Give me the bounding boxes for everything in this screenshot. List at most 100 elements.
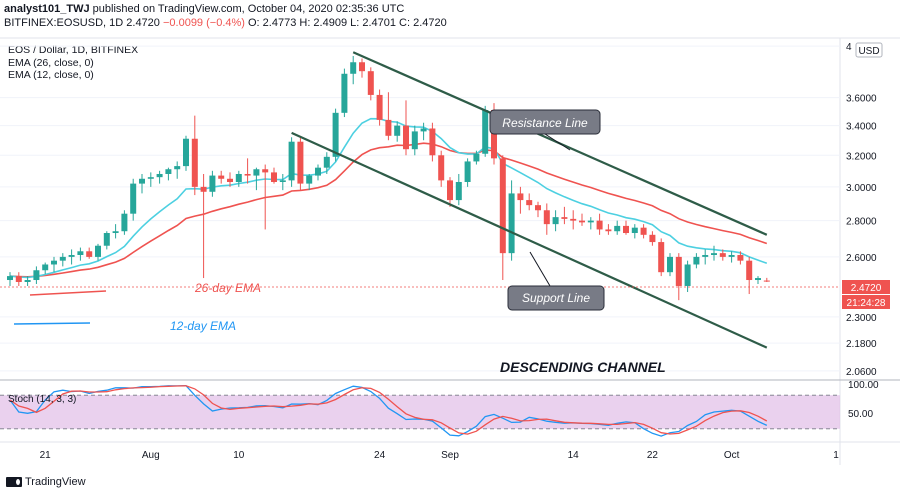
candle-body xyxy=(279,180,286,182)
candle xyxy=(235,170,242,187)
support-callout[interactable] xyxy=(507,285,605,311)
ema-lines xyxy=(9,117,768,279)
legend-ema26[interactable]: EMA (26, close, 0) xyxy=(8,56,94,69)
candle xyxy=(455,173,462,206)
candle-body xyxy=(684,264,691,286)
candle-body xyxy=(623,225,629,234)
candle-body xyxy=(376,94,383,120)
tradingview-logo[interactable]: TradingView xyxy=(6,476,86,488)
candle xyxy=(341,68,348,118)
price-axis[interactable]: 4 3.6000 3.4000 3.2000 3.0000 2.8000 2.6000 2.3… xyxy=(846,42,877,378)
candle xyxy=(570,210,577,230)
price-tick: 4 xyxy=(846,42,852,53)
candle-body xyxy=(561,217,568,219)
candle-body xyxy=(411,131,418,150)
resistance-callout[interactable] xyxy=(489,109,601,135)
candle xyxy=(702,249,709,265)
candle-body xyxy=(711,253,717,256)
candle xyxy=(139,173,145,194)
tradingview-icon xyxy=(6,477,22,487)
candle-body xyxy=(535,205,541,211)
candle xyxy=(306,173,313,191)
candle xyxy=(631,224,638,239)
candle xyxy=(403,100,409,156)
candle xyxy=(297,137,304,191)
candle xyxy=(376,89,383,126)
chart-legend: EOS / Dollar, 1D, BITFINEX EMA (26, clos… xyxy=(8,44,138,82)
candle xyxy=(499,155,506,281)
ema26-legend-stroke xyxy=(29,290,107,296)
candle xyxy=(323,152,330,174)
candle-body xyxy=(174,166,181,170)
candle-body xyxy=(658,242,665,273)
candle xyxy=(244,158,251,184)
candle xyxy=(112,224,119,239)
price-tick: 3.6000 xyxy=(846,94,877,105)
candle-body xyxy=(614,225,621,232)
stoch-d-line xyxy=(9,385,768,435)
time-tick: 1 xyxy=(833,450,839,461)
stoch-tick-100: 100.00 xyxy=(848,380,879,391)
stoch-tick-50: 50.00 xyxy=(848,409,873,420)
candle-body xyxy=(429,128,436,156)
ohlc-values: O: 2.4773 H: 2.4909 L: 2.4701 C: 2.4720 xyxy=(248,17,447,29)
candle-body xyxy=(649,234,656,243)
countdown-badge xyxy=(842,295,890,309)
candle xyxy=(728,251,735,263)
candle-body xyxy=(675,256,682,286)
candle-body xyxy=(420,128,427,132)
candle-body xyxy=(253,169,260,176)
candle xyxy=(315,164,321,181)
candle-body xyxy=(499,158,506,254)
ema12-annotation: 12-day EMA xyxy=(170,319,236,333)
candle xyxy=(24,276,31,286)
candle-body xyxy=(306,175,313,184)
support-pointer xyxy=(529,251,551,287)
candle-body xyxy=(693,256,700,265)
candle-body xyxy=(165,169,172,174)
ema26-line xyxy=(9,142,768,278)
candle xyxy=(482,105,489,157)
candle-body xyxy=(121,213,128,232)
support-label: Support Line xyxy=(522,291,590,305)
price-tick: 2.0600 xyxy=(846,367,877,378)
candle-body xyxy=(103,233,110,246)
candle xyxy=(517,186,524,214)
last-price-tag: 2.4720 xyxy=(851,283,882,294)
candle-body xyxy=(332,112,339,157)
currency-label: USD xyxy=(858,46,879,57)
time-tick: 22 xyxy=(647,450,659,461)
currency-badge[interactable] xyxy=(855,42,883,58)
support-channel-line[interactable] xyxy=(291,131,768,349)
last-price: 2.4720 xyxy=(126,17,160,29)
candle-body xyxy=(517,193,524,201)
candle-body xyxy=(447,180,453,201)
candle xyxy=(7,272,13,286)
candle xyxy=(385,92,392,141)
chart-header: analyst101_TWJ published on TradingView.… xyxy=(4,2,447,30)
stoch-pane[interactable] xyxy=(0,385,840,437)
legend-ema12[interactable]: EMA (12, close, 0) xyxy=(8,69,94,81)
candle xyxy=(121,210,128,235)
candle-body xyxy=(59,256,66,261)
time-axis[interactable]: 21 Aug 10 24 Sep 14 22 Oct 1 xyxy=(40,450,840,461)
candle xyxy=(605,224,612,235)
time-tick: 14 xyxy=(568,450,580,461)
candle-body xyxy=(183,138,189,167)
candle xyxy=(526,193,533,211)
candle xyxy=(693,253,700,269)
candle-body xyxy=(587,220,594,223)
candle-body xyxy=(235,173,242,182)
author-name[interactable]: analyst101_TWJ xyxy=(4,3,90,15)
time-tick: 10 xyxy=(233,450,245,461)
candle-body xyxy=(271,172,277,182)
candle-body xyxy=(473,153,480,162)
candle xyxy=(253,167,260,191)
time-tick: Oct xyxy=(724,450,740,461)
stoch-label: Stoch (14, 3, 3) xyxy=(8,394,76,405)
candle xyxy=(561,206,568,225)
candle xyxy=(15,272,22,286)
ema12-legend-stroke xyxy=(13,322,91,325)
candle xyxy=(350,55,357,85)
